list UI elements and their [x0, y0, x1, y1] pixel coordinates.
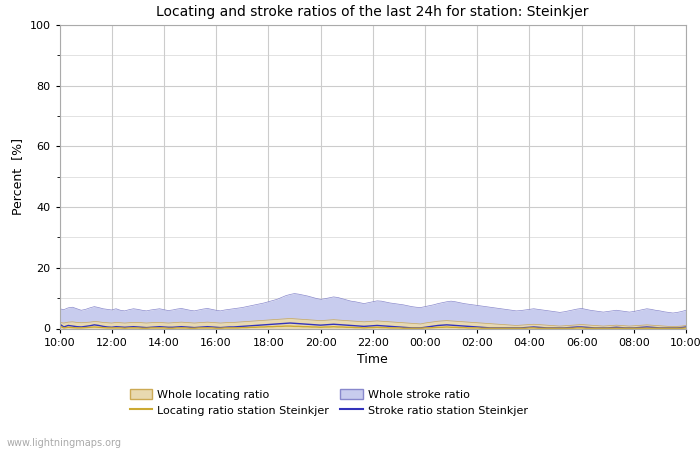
- Legend: Whole locating ratio, Locating ratio station Steinkjer, Whole stroke ratio, Stro: Whole locating ratio, Locating ratio sta…: [130, 389, 528, 416]
- Y-axis label: Percent  [%]: Percent [%]: [11, 138, 24, 215]
- Title: Locating and stroke ratios of the last 24h for station: Steinkjer: Locating and stroke ratios of the last 2…: [157, 5, 589, 19]
- Text: www.lightningmaps.org: www.lightningmaps.org: [7, 438, 122, 448]
- X-axis label: Time: Time: [358, 353, 388, 366]
